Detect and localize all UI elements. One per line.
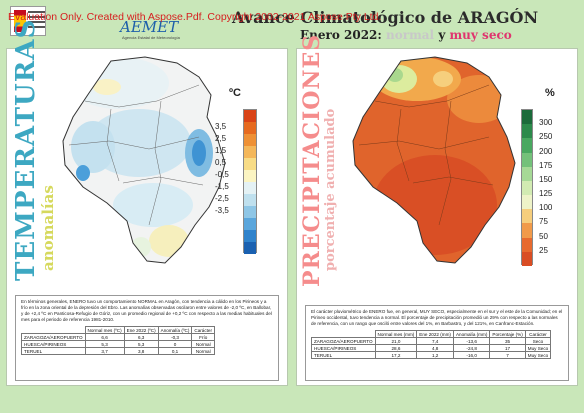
legend-color-cell	[244, 158, 256, 170]
legend-tick-label: 300	[539, 118, 553, 128]
legend-color-cell	[244, 218, 256, 230]
legend-color-cell	[244, 182, 256, 194]
legend-color-cell	[522, 124, 532, 139]
precipitation-summary: El carácter pluviométrico de ENERO fue, …	[311, 309, 563, 326]
precipitation-percentage-map	[352, 56, 516, 264]
precipitation-legend: % 300 250 200 175 150 125 100 75 50 25	[509, 87, 569, 287]
precipitation-panel: PRECIPITACIONES porcentaje acumulado %	[296, 34, 578, 386]
legend-tick-label: 200	[539, 146, 553, 156]
legend-color-cell	[522, 223, 532, 238]
table-row: ZARAGOZA/AEROPUERTO 21,0 7,4 -13,6 35 Se…	[311, 337, 552, 345]
aemet-logo: AEMET	[120, 18, 179, 36]
temperature-header-normal: Normal mes (ºC)	[84, 326, 125, 334]
temperature-panel: TEMPERATURAS anomalías	[6, 19, 288, 386]
precipitation-title: PRECIPITACIONES	[299, 33, 325, 287]
legend-color-cell	[522, 251, 532, 266]
legend-color-cell	[522, 237, 532, 252]
precipitation-table: Normal mes (mm) Ene 2022 (mm) Anomalía (…	[311, 330, 552, 359]
precipitation-legend-unit: %	[545, 87, 555, 99]
temperature-summary: En términos generales, ENERO tuvo un com…	[21, 299, 272, 322]
watermark: Evaluation Only. Created with Aspose.Pdf…	[8, 11, 382, 23]
page-subtitle: Enero 2022: normal y muy seco	[300, 28, 512, 42]
government-logo	[10, 6, 46, 36]
aemet-caption: Agencia Estatal de Meteorología	[122, 35, 180, 40]
temperature-header-actual: Ene 2022 (ºC)	[123, 326, 159, 334]
legend-color-cell	[522, 166, 532, 181]
legend-color-cell	[244, 206, 256, 218]
legend-tick-label: 2,5	[215, 134, 227, 143]
legend-color-cell	[244, 134, 256, 146]
table-row: HUESCA/PIRINEOS 5,3 5,3 0 Normal	[21, 340, 216, 348]
legend-tick-label: 25	[539, 245, 548, 255]
legend-tick-label: 3,5	[215, 122, 227, 131]
legend-color-cell	[522, 180, 532, 196]
temperature-summary-box: En términos generales, ENERO tuvo un com…	[15, 295, 279, 381]
temperature-header-character: Carácter	[191, 326, 216, 334]
legend-tick-label: -0,5	[215, 170, 229, 179]
precipitation-summary-box: El carácter pluviométrico de ENERO fue, …	[305, 305, 569, 381]
legend-color-cell	[522, 152, 532, 167]
table-row: TERUEL 17,2 1,2 -16,0 7 Muy Seco	[311, 351, 552, 359]
table-row: HUESCA/PIRINEOS 28,6 4,8 -24,8 17 Muy Se…	[311, 344, 552, 352]
legend-color-cell	[522, 195, 532, 210]
legend-color-cell	[244, 194, 256, 206]
precipitation-header-normal: Normal mes (mm)	[374, 330, 418, 338]
legend-tick-label: 75	[539, 217, 548, 227]
legend-color-cell	[522, 110, 532, 125]
precipitation-header-percent: Porcentaje (%)	[489, 330, 526, 338]
temperature-anomaly-map	[62, 56, 226, 264]
legend-tick-label: -1,5	[215, 182, 229, 191]
legend-color-cell	[244, 170, 256, 182]
precipitation-header-anomaly: Anomalía (mm)	[452, 330, 491, 338]
temperature-header-anomaly: Anomalía (ºC)	[157, 326, 193, 334]
legend-tick-label: 175	[539, 160, 553, 170]
legend-color-cell	[244, 110, 256, 122]
legend-color-cell	[522, 138, 532, 153]
legend-tick-label: 250	[539, 132, 553, 142]
page-title: Avance Climatológico de ARAGÓN	[232, 8, 539, 27]
flag-icon	[14, 10, 26, 32]
legend-tick-label: 50	[539, 231, 548, 241]
precipitation-subtitle: porcentaje acumulado	[323, 108, 338, 271]
temperature-table: Normal mes (ºC) Ene 2022 (ºC) Anomalía (…	[21, 326, 216, 355]
precipitation-header-actual: Ene 2022 (mm)	[416, 330, 454, 338]
temperature-color-scale	[243, 109, 257, 254]
header: AEMET Agencia Estatal de Meteorología Av…	[0, 0, 584, 48]
temperature-title: TEMPERATURAS	[11, 18, 41, 281]
legend-tick-label: -3,5	[215, 206, 229, 215]
legend-tick-label: 0,5	[215, 158, 227, 167]
legend-tick-label: -2,5	[215, 194, 229, 203]
temperature-legend: ºC 3,5 2,5 1,5 0,5 -0,5 -1,5 -2,5 -3,5	[213, 87, 273, 259]
legend-tick-label: 100	[539, 203, 553, 213]
precipitation-header-character: Carácter	[524, 330, 552, 338]
legend-color-cell	[522, 209, 532, 224]
temperature-legend-unit: ºC	[229, 87, 241, 99]
table-row: TERUEL 3,7 3,8 0,1 Normal	[21, 347, 216, 355]
legend-color-cell	[244, 146, 256, 158]
legend-color-cell	[244, 230, 256, 242]
legend-tick-label: 125	[539, 189, 553, 199]
table-row: ZARAGOZA/AEROPUERTO 6,6 6,3 -0,3 Frío	[21, 333, 216, 341]
precipitation-color-scale	[521, 109, 533, 266]
legend-tick-label: 150	[539, 174, 553, 184]
legend-color-cell	[244, 242, 256, 254]
legend-tick-label: 1,5	[215, 146, 227, 155]
legend-color-cell	[244, 122, 256, 134]
